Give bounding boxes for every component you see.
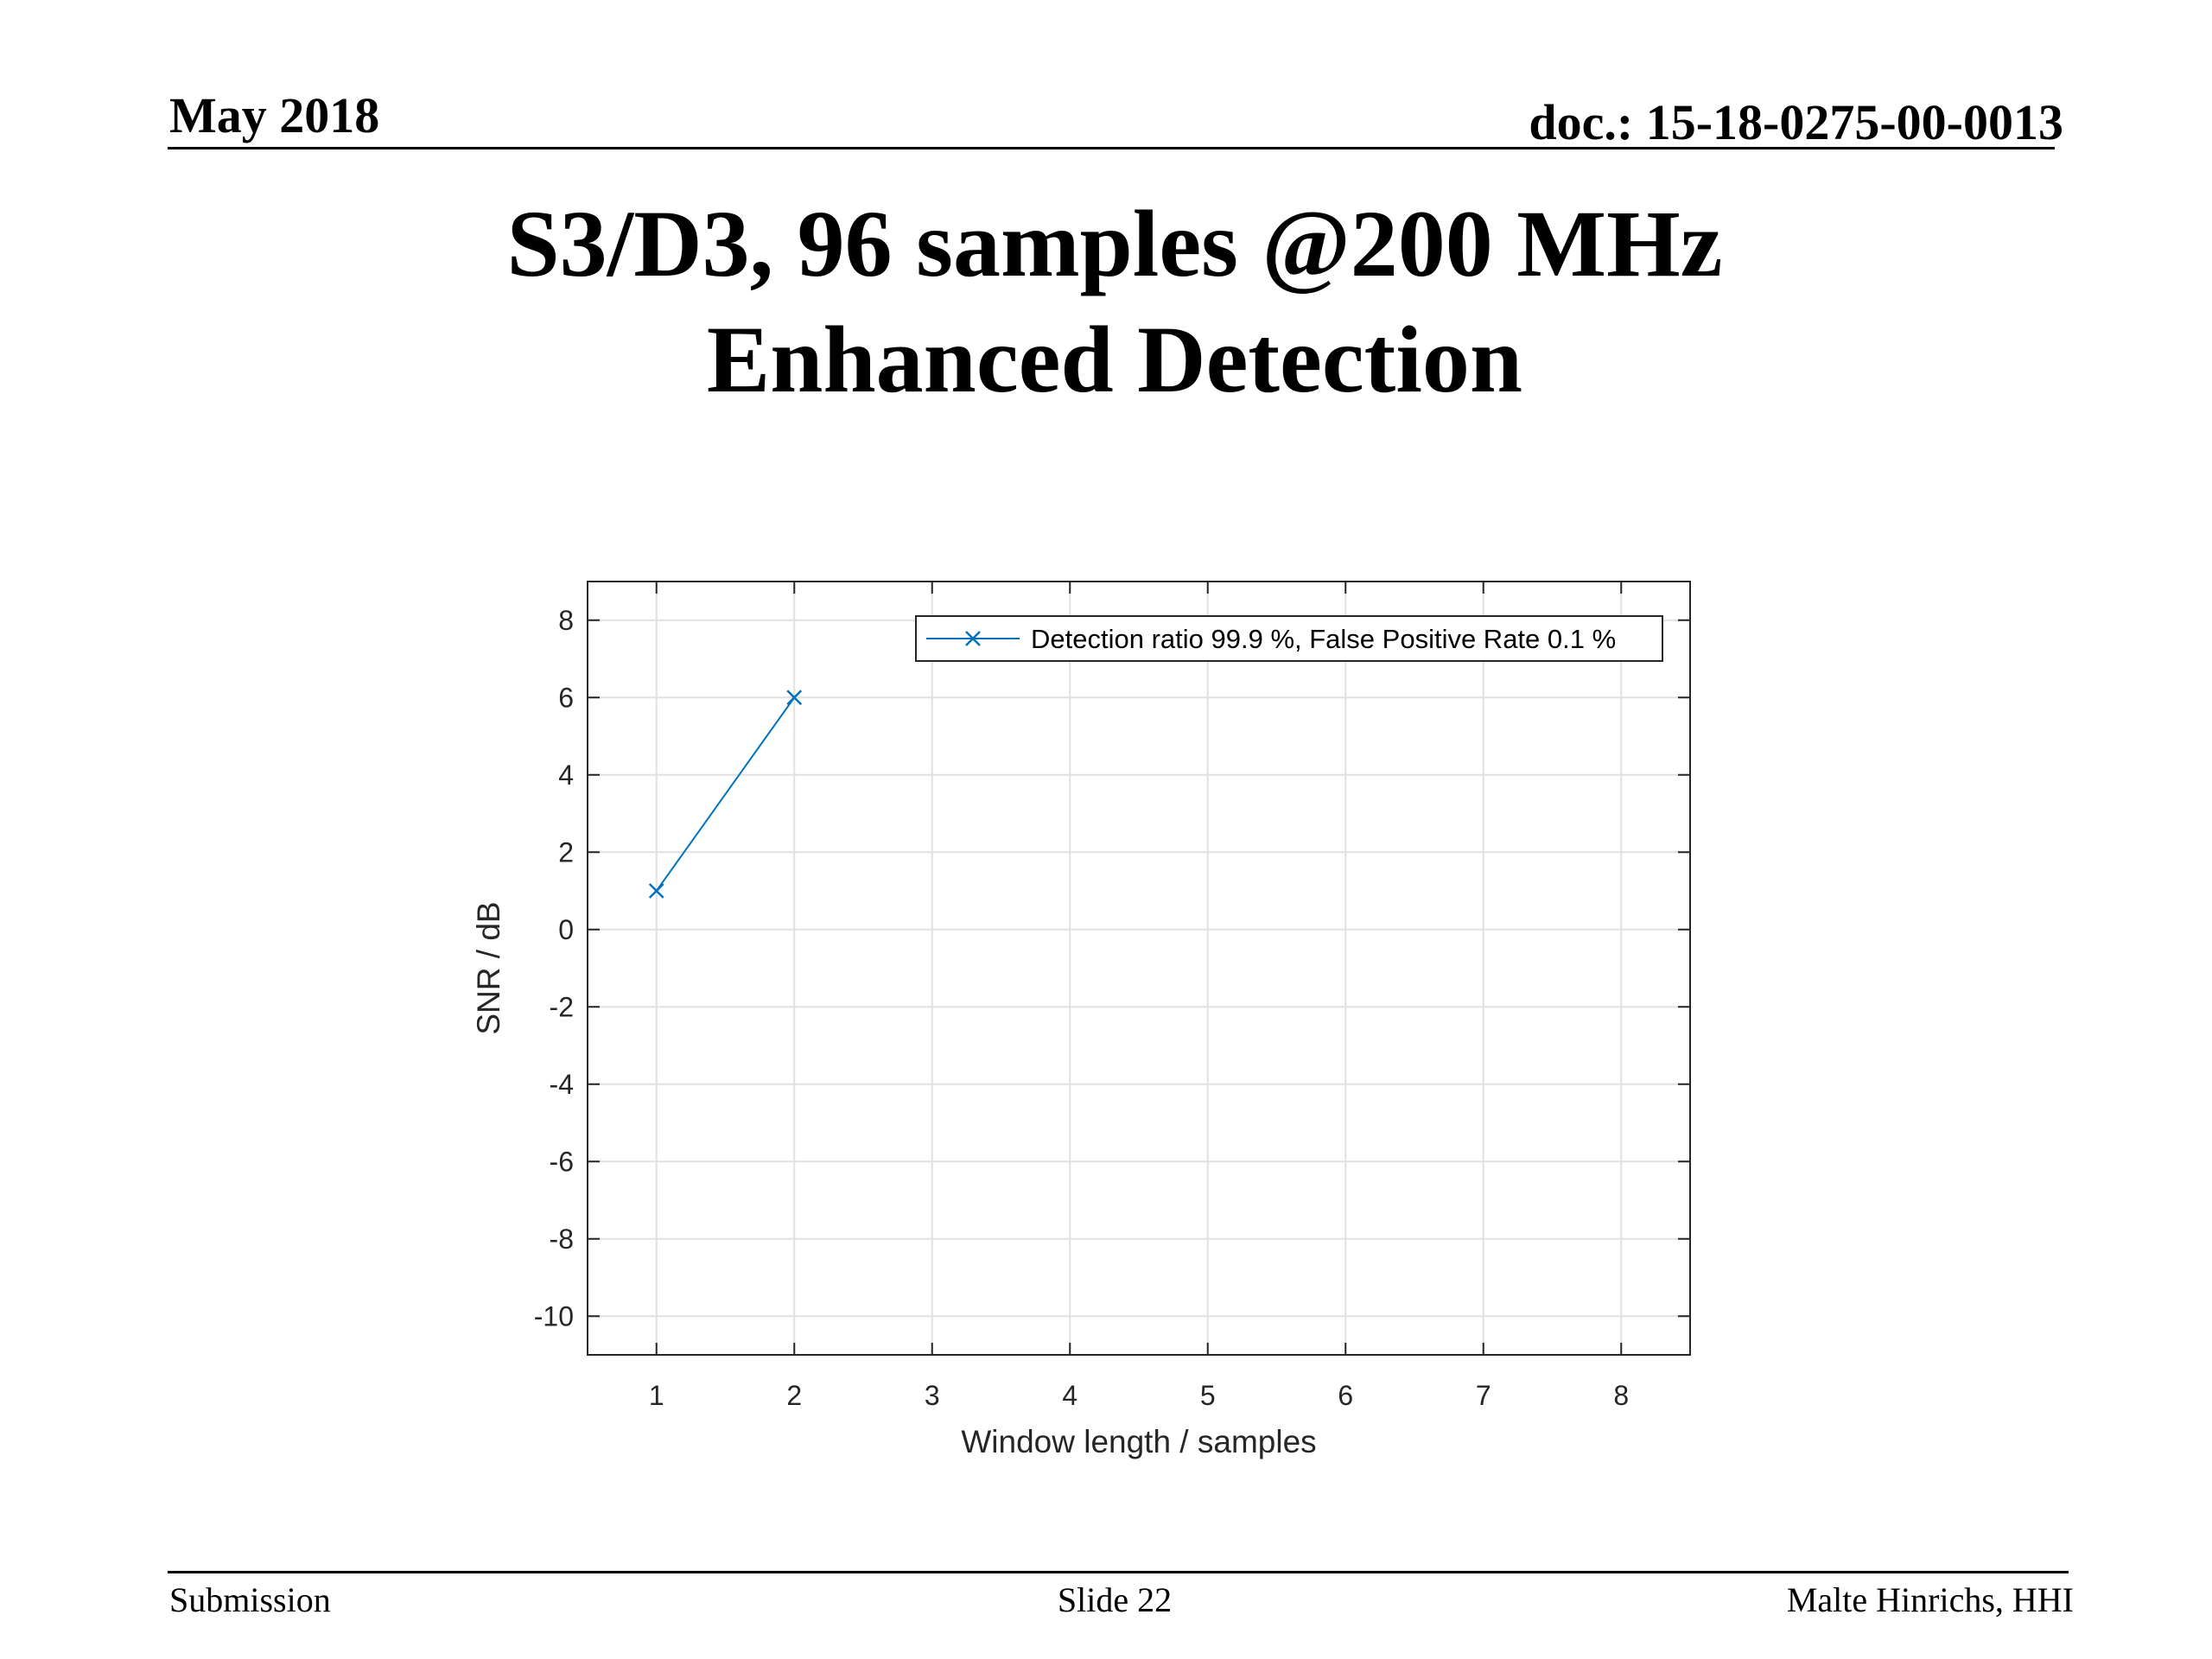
marker-stroke xyxy=(648,883,664,899)
data-point-marker xyxy=(648,883,664,899)
x-tick-label: 2 xyxy=(786,1380,802,1411)
series-line xyxy=(655,696,796,892)
slide-title-line-1: S3/D3, 96 samples @200 MHz xyxy=(506,191,1723,296)
footer-rule xyxy=(168,1571,2069,1573)
y-tick-label: -10 xyxy=(534,1300,574,1332)
header-doc-number: doc.: 15-18-0275-00-0013 xyxy=(1529,94,2063,150)
y-tick-label: -6 xyxy=(550,1146,574,1177)
y-tick-label: 8 xyxy=(558,605,574,636)
y-tick-label: -8 xyxy=(550,1224,574,1255)
plot-area xyxy=(588,582,1690,1355)
x-tick-label: 7 xyxy=(1476,1380,1491,1411)
y-tick-label: -2 xyxy=(550,991,574,1022)
x-tick-label: 1 xyxy=(649,1380,664,1411)
y-tick-label: 2 xyxy=(558,836,574,868)
x-axis-label: Window length / samples xyxy=(961,1424,1316,1459)
x-tick-label: 8 xyxy=(1613,1380,1629,1411)
marker-stroke xyxy=(786,690,803,706)
x-tick-label: 5 xyxy=(1200,1380,1216,1411)
x-tick-label: 3 xyxy=(925,1380,940,1411)
slide-title-line-2: Enhanced Detection xyxy=(706,307,1523,412)
legend: Detection ratio 99.9 %, False Positive R… xyxy=(915,615,1663,662)
y-tick-label: 0 xyxy=(558,914,574,945)
x-tick-label: 4 xyxy=(1062,1380,1077,1411)
footer-slide-number: Slide 22 xyxy=(1057,1580,1173,1619)
y-tick-label: 4 xyxy=(558,760,574,791)
footer-submission: Submission xyxy=(169,1580,331,1619)
y-tick-label: -4 xyxy=(550,1069,574,1100)
axes-box xyxy=(587,581,1691,1356)
data-point-marker xyxy=(786,690,803,706)
y-tick-label: 6 xyxy=(558,682,574,713)
footer-author: Malte Hinrichs, HHI xyxy=(1786,1580,2074,1619)
y-axis-label: SNR / dB xyxy=(471,901,506,1034)
legend-box xyxy=(915,615,1663,662)
x-tick-label: 6 xyxy=(1338,1380,1353,1411)
slide-title: S3/D3, 96 samples @200 MHz Enhanced Dete… xyxy=(0,186,2212,417)
legend-label: Detection ratio 99.9 %, False Positive R… xyxy=(1031,624,1616,654)
header-date: May 2018 xyxy=(169,87,380,143)
legend-marker xyxy=(965,631,981,646)
header-rule xyxy=(168,147,2055,149)
